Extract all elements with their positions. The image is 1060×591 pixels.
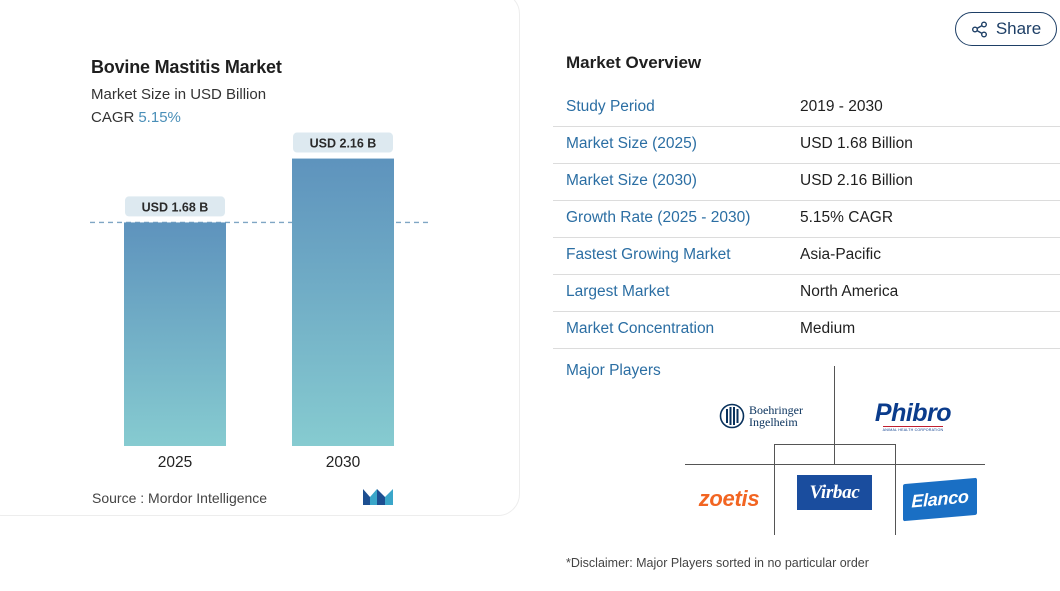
overview-value: USD 2.16 Billion xyxy=(800,172,913,189)
market-overview-title: Market Overview xyxy=(566,53,702,72)
overview-value: USD 1.68 Billion xyxy=(800,135,913,152)
share-button[interactable]: Share xyxy=(955,12,1057,46)
boehringer-line1: Boehringer xyxy=(749,403,803,417)
chart-source: Source : Mordor Intelligence xyxy=(92,490,268,506)
players-divider-box-left xyxy=(774,444,775,535)
data-label-2025: USD 1.68 B xyxy=(142,200,209,214)
share-icon xyxy=(971,21,987,37)
share-label: Share xyxy=(995,19,1042,38)
overview-key[interactable]: Growth Rate (2025 - 2030) xyxy=(566,209,751,226)
overview-value: Asia-Pacific xyxy=(800,246,881,263)
mordor-intelligence-logo-icon xyxy=(363,489,393,505)
player-logo-virbac[interactable]: Virbac xyxy=(797,475,872,510)
chart-cagr: CAGR 5.15% xyxy=(91,109,181,126)
players-divider-box-top xyxy=(774,444,895,445)
phibro-subline: ANIMAL HEALTH CORPORATION xyxy=(882,426,944,432)
chart-subtitle: Market Size in USD Billion xyxy=(91,86,267,103)
virbac-wordmark: Virbac xyxy=(809,481,860,503)
overview-row-fastest-growing: Fastest Growing Market Asia-Pacific xyxy=(553,238,1060,275)
data-label-bg-2030 xyxy=(293,132,393,153)
boehringer-emblem-icon xyxy=(719,403,745,429)
player-logo-phibro[interactable]: Phibro ANIMAL HEALTH CORPORATION xyxy=(866,398,960,434)
overview-row-largest-market: Largest Market North America xyxy=(553,275,1060,312)
overview-value: North America xyxy=(800,283,899,300)
disclaimer: *Disclaimer: Major Players sorted in no … xyxy=(566,556,869,570)
chart-title: Bovine Mastitis Market xyxy=(91,57,282,77)
data-label-2030: USD 2.16 B xyxy=(310,137,377,151)
data-label-bg-2025 xyxy=(125,196,225,217)
overview-key[interactable]: Market Size (2025) xyxy=(566,135,697,152)
elanco-wordmark: Elanco xyxy=(911,486,969,512)
player-logo-zoetis[interactable]: zoetis xyxy=(696,484,762,514)
overview-row-concentration: Market Concentration Medium xyxy=(553,312,1060,349)
boehringer-line2: Ingelheim xyxy=(749,415,798,429)
overview-value: 2019 - 2030 xyxy=(800,98,883,115)
phibro-wordmark: Phibro xyxy=(874,399,952,427)
bar-2030 xyxy=(292,158,394,447)
overview-key[interactable]: Market Concentration xyxy=(566,320,715,337)
cagr-value: 5.15% xyxy=(138,109,181,126)
zoetis-wordmark: zoetis xyxy=(698,486,760,511)
overview-key[interactable]: Fastest Growing Market xyxy=(566,246,731,263)
cagr-label: CAGR xyxy=(91,109,135,126)
overview-value: 5.15% CAGR xyxy=(800,209,894,226)
x-tick-label-2025: 2025 xyxy=(158,454,192,471)
players-divider-horizontal xyxy=(685,464,985,465)
bar-2025 xyxy=(124,222,226,446)
x-tick-label-2030: 2030 xyxy=(326,454,361,471)
overview-key[interactable]: Market Size (2030) xyxy=(566,172,697,189)
market-overview-table: Study Period 2019 - 2030 Market Size (20… xyxy=(553,90,1060,349)
player-logo-boehringer[interactable]: Boehringer Ingelheim xyxy=(706,398,816,434)
overview-value: Medium xyxy=(800,320,856,337)
player-logo-elanco[interactable]: Elanco xyxy=(903,477,977,522)
major-players-label[interactable]: Major Players xyxy=(566,362,661,379)
overview-row-study-period: Study Period 2019 - 2030 xyxy=(553,90,1060,127)
overview-row-growth-rate: Growth Rate (2025 - 2030) 5.15% CAGR xyxy=(553,201,1060,238)
overview-key[interactable]: Largest Market xyxy=(566,283,670,300)
overview-key[interactable]: Study Period xyxy=(566,98,655,115)
players-divider-vertical-top xyxy=(834,366,835,464)
overview-row-market-size-2025: Market Size (2025) USD 1.68 Billion xyxy=(553,127,1060,164)
bar-chart: USD 1.68 B 2025 USD 2.16 B 2030 xyxy=(90,132,430,471)
chart-card xyxy=(0,0,520,516)
overview-row-market-size-2030: Market Size (2030) USD 2.16 Billion xyxy=(553,164,1060,201)
players-divider-box-right xyxy=(895,444,896,535)
